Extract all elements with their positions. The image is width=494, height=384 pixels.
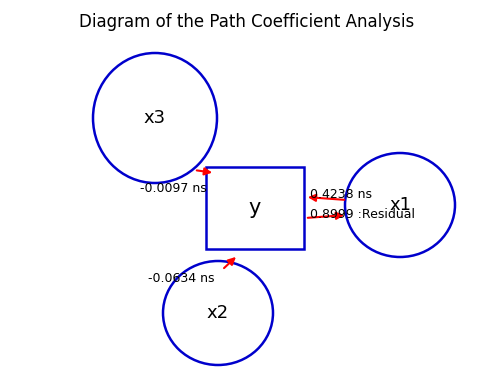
Text: 0.8999 :Residual: 0.8999 :Residual (310, 209, 415, 222)
Text: -0.0097 ns: -0.0097 ns (140, 182, 207, 195)
Text: -0.0634 ns: -0.0634 ns (148, 271, 214, 285)
Bar (206, 167, 304, 249)
Text: y: y (249, 198, 261, 218)
Text: Diagram of the Path Coefficient Analysis: Diagram of the Path Coefficient Analysis (80, 13, 414, 31)
Text: x2: x2 (207, 304, 229, 322)
Text: 0.4238 ns: 0.4238 ns (310, 187, 372, 200)
Text: x3: x3 (144, 109, 166, 127)
Text: x1: x1 (389, 196, 411, 214)
